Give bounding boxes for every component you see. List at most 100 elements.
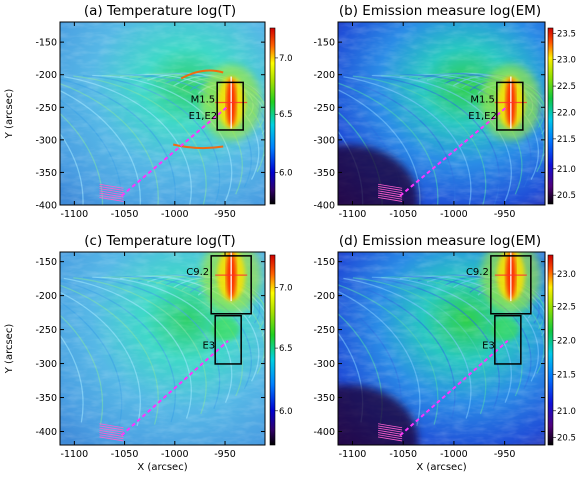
slit-marker — [378, 423, 403, 429]
panel-c: C9.2 E3 -1100 -1050 -1000 -950 -150 -200 -250 -30… — [4, 233, 293, 473]
region-box — [490, 255, 532, 315]
y-tick-label: -200 — [35, 291, 57, 302]
colorbar-tick-label: 6.5 — [279, 110, 293, 120]
slit-line — [399, 340, 509, 437]
x-tick-label: -950 — [214, 449, 236, 460]
map-image — [60, 252, 265, 445]
y-tick-label: -150 — [35, 257, 57, 268]
panel-title: (a) Temperature log(T) — [84, 3, 236, 19]
y-tick-label: -400 — [35, 201, 57, 212]
y-tick-label: -200 — [313, 291, 335, 302]
slit-marker — [378, 432, 403, 437]
region-box — [216, 81, 244, 131]
y-tick-label: -300 — [313, 359, 335, 370]
y-tick-label: -300 — [313, 135, 335, 146]
x-tick-label: -1050 — [389, 209, 417, 220]
x-tick-label: -1100 — [61, 209, 89, 220]
colorbar-tick-label: 6.5 — [279, 344, 293, 354]
panel-b: M1.5 E1,E2 -1100 -1050 -1000 -950 -150 -200 -250… — [313, 3, 576, 220]
colorbar-tick-label: 22.0 — [557, 337, 576, 347]
colorbar-tick-label: 21.0 — [557, 407, 576, 417]
y-tick-label: -250 — [35, 103, 57, 114]
slit-marker — [378, 425, 403, 431]
y-tick-label: -250 — [313, 325, 335, 336]
secondary-glow — [211, 317, 240, 342]
slit-marker — [99, 436, 124, 442]
y-tick-label: -250 — [35, 325, 57, 336]
colorbar-tick-label: 23.0 — [557, 56, 576, 66]
x-tick-label: -1050 — [111, 209, 139, 220]
x-tick-label: -950 — [494, 209, 516, 220]
colorbar-tick-label: 7.0 — [279, 54, 293, 64]
colorbar-tick-label: 20.5 — [557, 191, 576, 201]
y-tick-label: -350 — [313, 393, 335, 404]
y-tick-label: -400 — [313, 201, 335, 212]
colorbar-tick-label: 21.0 — [557, 165, 576, 175]
slit-marker — [378, 188, 403, 194]
plot-frame — [337, 251, 546, 446]
colorbar — [269, 27, 276, 205]
slit-marker — [99, 423, 124, 429]
y-tick-label: -200 — [313, 70, 335, 81]
hot-arc — [172, 143, 224, 150]
y-tick-label: -250 — [313, 103, 335, 114]
slit-marker — [99, 197, 124, 202]
slit-marker — [378, 192, 403, 198]
plot-frame — [59, 21, 266, 206]
region-box — [210, 255, 252, 315]
region-label: C9.2 — [466, 267, 489, 278]
colorbar-tick-label: 23.5 — [557, 29, 576, 39]
colorbar-tick-label: 22.5 — [557, 302, 576, 312]
slit-line — [120, 340, 229, 437]
region-label: E1,E2 — [468, 111, 497, 122]
region-box — [494, 314, 522, 365]
colorbar — [547, 254, 554, 446]
slit-marker — [378, 190, 403, 196]
y-tick-label: -300 — [35, 359, 57, 370]
colorbar-tick-label: 7.0 — [279, 283, 293, 293]
x-tick-label: -1050 — [389, 449, 417, 460]
secondary-glow — [490, 317, 519, 342]
y-axis-label: Y (arcsec) — [4, 324, 15, 375]
region-label: E3 — [482, 341, 495, 352]
x-tick-label: -1100 — [339, 209, 367, 220]
region-box — [214, 314, 242, 365]
slit-marker — [99, 427, 124, 433]
y-tick-label: -300 — [35, 135, 57, 146]
x-tick-label: -1100 — [339, 449, 367, 460]
map-image — [338, 22, 545, 205]
x-tick-label: -1000 — [440, 449, 468, 460]
region-label: M1.5 — [191, 95, 216, 106]
hot-arc — [180, 69, 224, 80]
x-tick-label: -1000 — [161, 449, 189, 460]
map-image — [60, 22, 265, 205]
colorbar-tick-label: 23.0 — [557, 270, 576, 280]
colorbar-tick-label: 22.5 — [557, 82, 576, 92]
panel-d: C9.2 E3 -1100 -1050 -1000 -950 -150 -200 -250 -30… — [313, 233, 576, 473]
colorbar-tick-label: 6.0 — [279, 407, 293, 417]
slit-marker — [99, 183, 124, 189]
slit-marker — [378, 186, 403, 191]
y-tick-label: -150 — [313, 257, 335, 268]
panel-a: M1.5 E1,E2 -1100 -1050 -1000 -950 -150 -200 -250… — [4, 3, 293, 220]
y-tick-label: -400 — [35, 427, 57, 438]
region-label: M1.5 — [470, 95, 495, 106]
slit-marker — [99, 194, 124, 200]
plot-frame — [59, 251, 266, 446]
map-image — [338, 252, 545, 445]
x-tick-label: -1000 — [440, 209, 468, 220]
colorbar-tick-label: 21.5 — [557, 135, 576, 145]
x-axis-label: X (arcsec) — [137, 462, 187, 473]
colorbar-tick-label: 6.0 — [279, 168, 293, 178]
slit-marker — [378, 194, 403, 200]
y-axis-label: Y (arcsec) — [4, 89, 15, 140]
y-tick-label: -350 — [35, 168, 57, 179]
slit-line — [120, 105, 229, 197]
x-tick-label: -1100 — [61, 449, 89, 460]
slit-marker — [99, 425, 124, 431]
x-tick-label: -1000 — [161, 209, 189, 220]
slit-marker — [99, 434, 124, 440]
dark-region — [338, 385, 418, 445]
slit-marker — [99, 186, 124, 191]
